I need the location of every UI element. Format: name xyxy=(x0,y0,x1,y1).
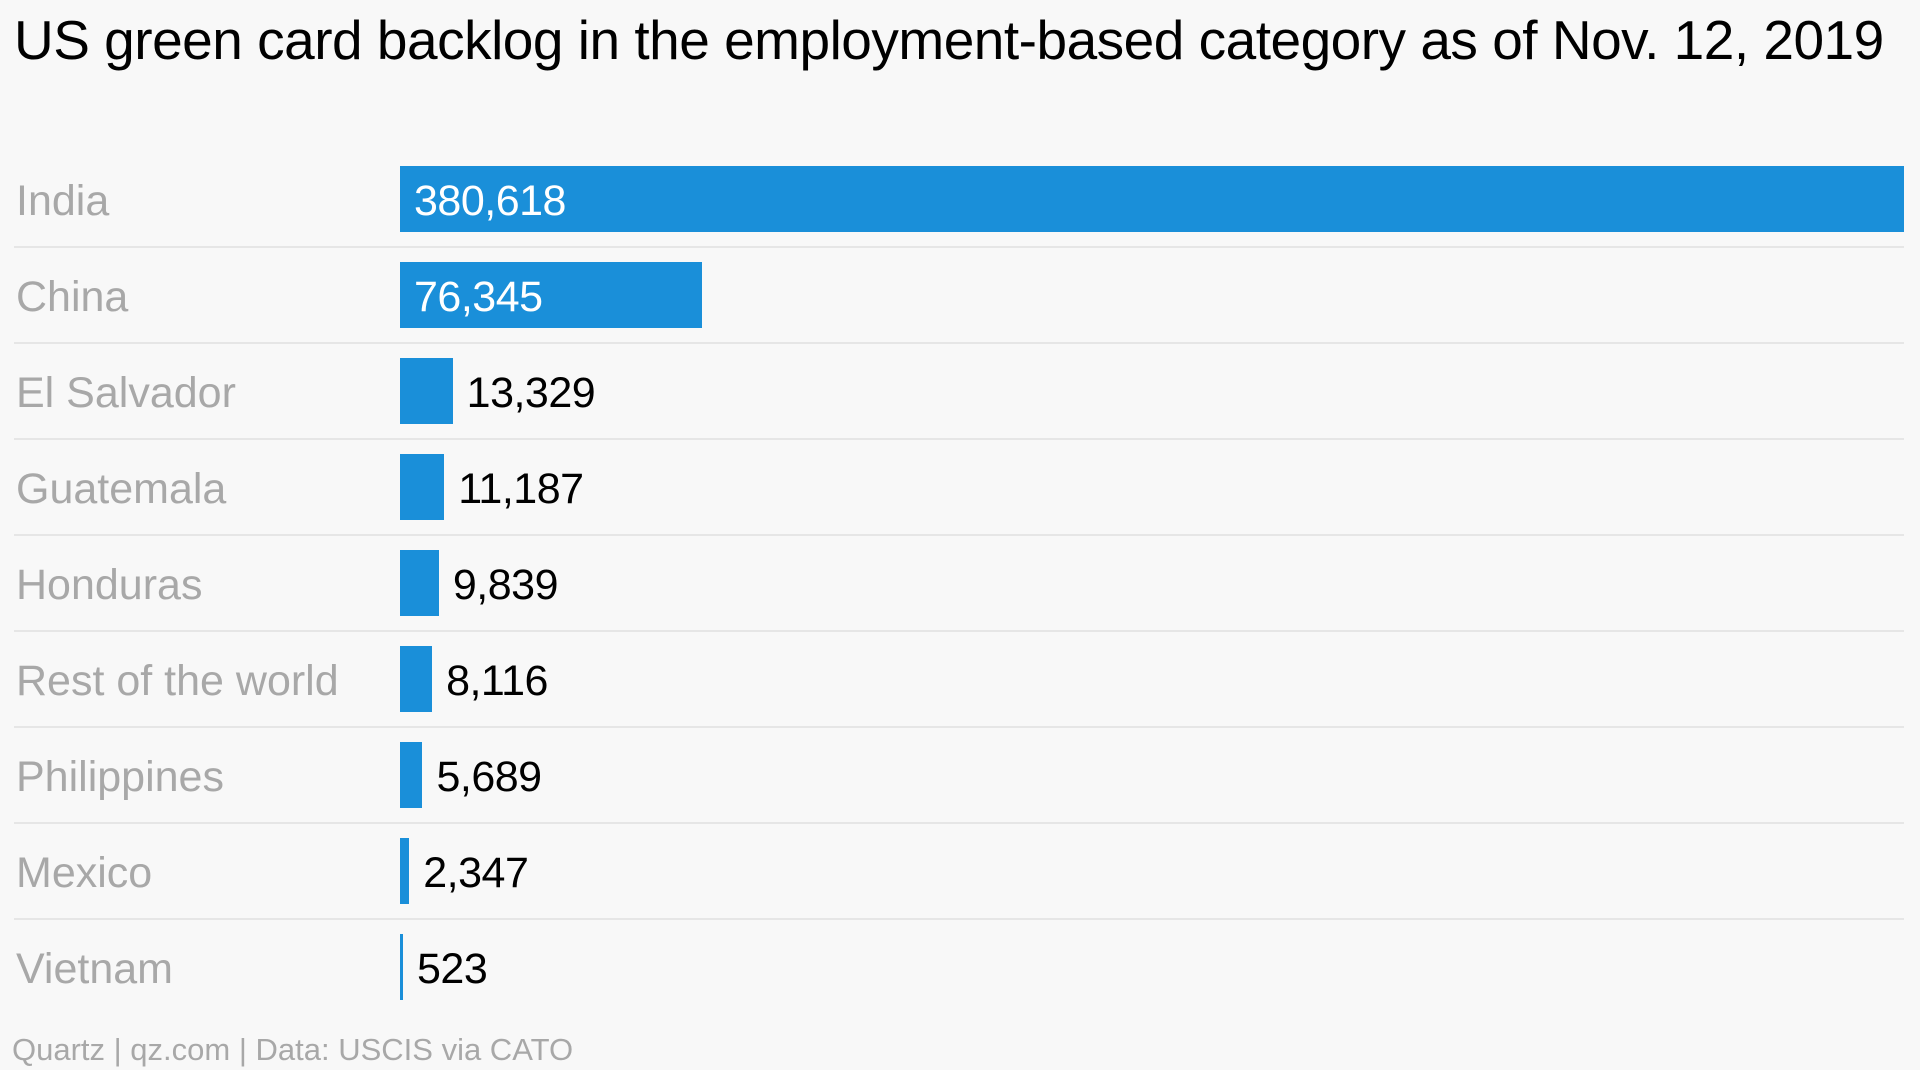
bar xyxy=(400,550,439,616)
bar-row: Rest of the world 8,116 xyxy=(0,634,1920,730)
category-label: India xyxy=(16,177,110,225)
value-label: 11,187 xyxy=(458,465,584,513)
row-divider xyxy=(14,918,1904,920)
bar xyxy=(400,646,433,712)
bar xyxy=(400,454,445,520)
value-label: 9,839 xyxy=(452,561,559,609)
bar-row: China 76,345 xyxy=(0,250,1920,346)
value-label: 76,345 xyxy=(414,273,543,321)
bar xyxy=(400,358,453,424)
bar xyxy=(400,934,403,1000)
value-label: 8,116 xyxy=(446,657,548,705)
value-label: 2,347 xyxy=(423,849,529,897)
chart-title: US green card backlog in the employment-… xyxy=(14,9,1884,71)
value-label: 380,618 xyxy=(414,177,566,225)
bar-row: El Salvador 13,329 xyxy=(0,346,1920,442)
bar xyxy=(400,742,423,808)
category-label: China xyxy=(16,273,129,321)
row-divider xyxy=(14,534,1904,536)
category-label: Vietnam xyxy=(16,945,173,993)
bar xyxy=(400,838,410,904)
bar-row: Mexico 2,347 xyxy=(0,826,1920,922)
category-label: Guatemala xyxy=(16,465,227,513)
value-label: 13,329 xyxy=(466,369,596,417)
bar-row: Vietnam 523 xyxy=(0,922,1920,1018)
category-label: Honduras xyxy=(16,561,203,609)
value-label: 5,689 xyxy=(436,753,542,801)
category-label: El Salvador xyxy=(16,369,236,417)
row-divider xyxy=(14,630,1904,632)
bar-row: Philippines 5,689 xyxy=(0,730,1920,826)
bar-row: Guatemala 11,187 xyxy=(0,442,1920,538)
bar xyxy=(400,166,1904,232)
bar-chart: India 380,618 China 76,345 El Salvador 13,329… xyxy=(0,154,1920,1000)
row-divider xyxy=(14,822,1904,824)
row-divider xyxy=(14,246,1904,248)
row-divider xyxy=(14,342,1904,344)
row-divider xyxy=(14,726,1904,728)
category-label: Mexico xyxy=(16,849,153,897)
bar xyxy=(400,262,702,328)
category-label: Rest of the world xyxy=(16,657,339,705)
source-footer: Quartz | qz.com | Data: USCIS via CATO xyxy=(12,1032,574,1067)
bar-row: Honduras 9,839 xyxy=(0,538,1920,634)
row-divider xyxy=(14,438,1904,440)
value-label: 523 xyxy=(417,945,488,993)
bar-row: India 380,618 xyxy=(0,154,1920,250)
category-label: Philippines xyxy=(16,753,224,801)
